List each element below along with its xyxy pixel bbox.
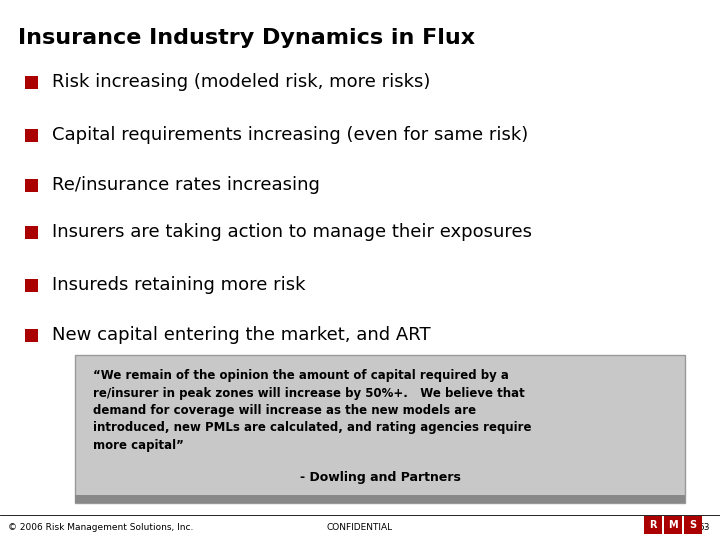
Text: CONFIDENTIAL: CONFIDENTIAL: [327, 523, 393, 531]
Bar: [25, 226, 38, 239]
Text: Insureds retaining more risk: Insureds retaining more risk: [52, 276, 305, 294]
Bar: [644, 516, 662, 534]
Text: Capital requirements increasing (even for same risk): Capital requirements increasing (even fo…: [52, 126, 528, 144]
Bar: [684, 516, 702, 534]
Bar: [75, 495, 685, 503]
Text: New capital entering the market, and ART: New capital entering the market, and ART: [52, 326, 431, 344]
Text: Insurance Industry Dynamics in Flux: Insurance Industry Dynamics in Flux: [18, 28, 475, 48]
Text: 53: 53: [698, 523, 710, 531]
Text: “We remain of the opinion the amount of capital required by a
re/insurer in peak: “We remain of the opinion the amount of …: [93, 369, 531, 452]
Bar: [75, 355, 685, 503]
Text: M: M: [668, 520, 678, 530]
Bar: [664, 516, 682, 534]
Text: Re/insurance rates increasing: Re/insurance rates increasing: [52, 176, 320, 194]
Text: R: R: [649, 520, 657, 530]
Text: - Dowling and Partners: - Dowling and Partners: [300, 470, 460, 483]
Bar: [25, 329, 38, 342]
Text: Risk increasing (modeled risk, more risks): Risk increasing (modeled risk, more risk…: [52, 73, 431, 91]
Text: Insurers are taking action to manage their exposures: Insurers are taking action to manage the…: [52, 223, 532, 241]
Text: S: S: [690, 520, 696, 530]
Bar: [25, 279, 38, 292]
Bar: [25, 129, 38, 142]
Text: .: .: [704, 521, 706, 530]
Text: © 2006 Risk Management Solutions, Inc.: © 2006 Risk Management Solutions, Inc.: [8, 523, 194, 531]
Bar: [25, 76, 38, 89]
Bar: [25, 179, 38, 192]
